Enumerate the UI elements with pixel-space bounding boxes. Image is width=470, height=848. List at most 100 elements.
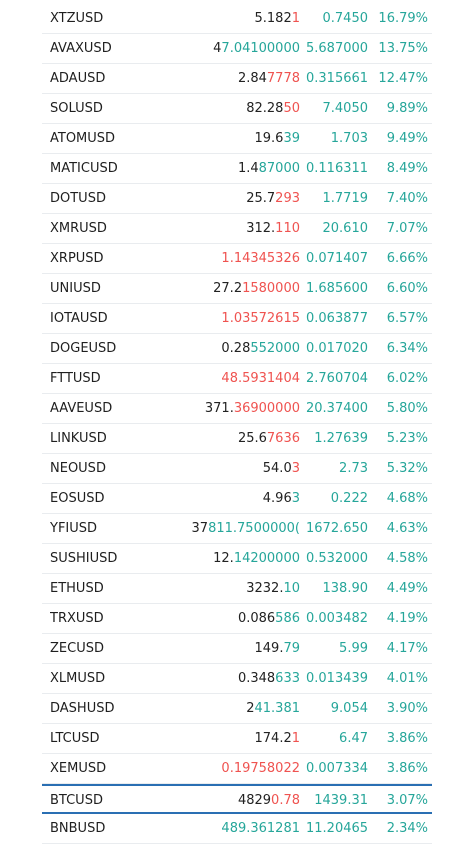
price-tail: 1	[291, 11, 300, 26]
price-base: 4829	[237, 793, 272, 808]
percent-change-cell: 7.40%	[386, 191, 428, 206]
price-cell: 489.361281	[142, 814, 300, 844]
price-base: 5.182	[254, 11, 292, 26]
symbol-cell: XEMUSD	[50, 761, 107, 776]
change-cell: 0.07140783	[306, 251, 368, 266]
ticker-row-xmrusd[interactable]: XMRUSD 312.110 20.610 7.07%	[42, 214, 432, 244]
change-cell: 1.68560000	[306, 281, 368, 296]
ticker-row-bnbusd[interactable]: BNBUSD 489.361281 11.204654 2.34%	[42, 814, 432, 844]
ticker-row-solusd[interactable]: SOLUSD 82.2850 7.4050 9.89%	[42, 94, 432, 124]
price-cell: 2.847778	[142, 64, 300, 94]
price-tail: 1580000	[242, 281, 300, 296]
ticker-row-xtzusd[interactable]: XTZUSD 5.1821 0.7450 16.79%	[42, 4, 432, 34]
percent-change-cell: 6.57%	[386, 311, 428, 326]
change-cell: 138.90	[322, 581, 369, 596]
price-base: 4.96	[262, 491, 292, 506]
price-cell: 0.28552000	[142, 334, 300, 364]
price-base: 25.6	[237, 431, 267, 446]
change-cell: 0.7450	[322, 11, 369, 26]
price-cell: 27.21580000	[142, 274, 300, 304]
percent-change-cell: 6.02%	[386, 371, 428, 386]
ticker-row-xlmusd[interactable]: XLMUSD 0.348633 0.013439 4.01%	[42, 664, 432, 694]
price-tail: 110	[275, 221, 300, 236]
ticker-row-aaveusd[interactable]: AAVEUSD 371.36900000 20.37400000 5.80%	[42, 394, 432, 424]
ticker-row-dotusd[interactable]: DOTUSD 25.7293 1.7719 7.40%	[42, 184, 432, 214]
ticker-row-linkusd[interactable]: LINKUSD 25.67636 1.27639 5.23%	[42, 424, 432, 454]
change-cell: 9.054	[330, 701, 368, 716]
price-cell: 19.639	[142, 124, 301, 154]
ticker-row-maticusd[interactable]: MATICUSD 1.487000 0.116311 8.49%	[42, 154, 432, 184]
ticker-row-yfiusd[interactable]: YFIUSD 37811.7500000(1672.65000000 4.63%	[42, 514, 432, 544]
ticker-row-dogeusd[interactable]: DOGEUSD 0.28552000 0.01702000 6.34%	[42, 334, 432, 364]
price-tail: 293	[275, 191, 300, 206]
price-cell: 0.19758022	[142, 754, 300, 784]
price-tail: 0.78	[271, 793, 300, 808]
change-cell: 1439.31	[314, 793, 368, 808]
percent-change-cell: 3.07%	[386, 793, 428, 808]
change-cell: 0.06387796	[306, 311, 368, 326]
change-cell: 0.315661	[306, 71, 368, 86]
price-base: 0.28	[221, 341, 251, 356]
price-base: 25.7	[246, 191, 276, 206]
price-tail: 87000	[258, 161, 300, 176]
price-cell: 82.2850	[142, 94, 300, 124]
symbol-cell: DOTUSD	[50, 191, 106, 206]
ticker-row-trxusd[interactable]: TRXUSD 0.086586 0.003482 4.19%	[42, 604, 432, 634]
ticker-row-neousd[interactable]: NEOUSD 54.03 2.73 5.32%	[42, 454, 432, 484]
change-cell: 0.222	[330, 491, 368, 506]
price-base: 3232.	[246, 581, 284, 596]
ticker-row-sushiusd[interactable]: SUSHIUSD 12.14200000 0.53200000 4.58%	[42, 544, 432, 574]
ticker-row-eosusd[interactable]: EOSUSD 4.963 0.222 4.68%	[42, 484, 432, 514]
price-tail: 7.04100000	[221, 41, 300, 56]
ticker-row-adausd[interactable]: ADAUSD 2.847778 0.315661 12.47%	[42, 64, 432, 94]
price-tail: 489.361281	[221, 821, 300, 836]
price-tail: 586	[275, 611, 300, 626]
symbol-cell: FTTUSD	[50, 371, 101, 386]
ticker-row-xemusd[interactable]: XEMUSD 0.19758022 0.00733414 3.86%	[42, 754, 432, 784]
price-cell: 47.04100000	[142, 34, 300, 64]
price-tail: 811.7500000(	[208, 521, 300, 536]
price-cell: 0.348633	[142, 664, 300, 694]
symbol-cell: ZECUSD	[50, 641, 104, 656]
ticker-row-xrpusd[interactable]: XRPUSD 1.14345326 0.07140783 6.66%	[42, 244, 432, 274]
percent-change-cell: 8.49%	[386, 161, 428, 176]
ticker-row-uniusd[interactable]: UNIUSD 27.21580000 1.68560000 6.60%	[42, 274, 432, 304]
price-base: 371.	[204, 401, 234, 416]
change-cell: 5.99	[339, 641, 368, 656]
symbol-cell: AAVEUSD	[50, 401, 113, 416]
symbol-cell: ETHUSD	[50, 581, 104, 596]
ticker-row-zecusd[interactable]: ZECUSD 149.79 5.99 4.17%	[42, 634, 432, 664]
symbol-cell: BNBUSD	[50, 821, 106, 836]
ticker-row-ltcusd[interactable]: LTCUSD 174.21 6.47 3.86%	[42, 724, 432, 754]
price-base: 82.28	[246, 101, 284, 116]
price-tail: 633	[275, 671, 300, 686]
symbol-cell: LTCUSD	[50, 731, 100, 746]
price-tail: 1	[291, 731, 300, 746]
percent-change-cell: 16.79%	[378, 11, 428, 26]
change-cell: 0.003482	[306, 611, 368, 626]
change-cell: 0.00733414	[306, 761, 368, 776]
price-tail: 0.19758022	[221, 761, 300, 776]
price-tail: 552000	[250, 341, 300, 356]
ticker-row-avaxusd[interactable]: AVAXUSD 47.04100000 5.68700000 13.75%	[42, 34, 432, 64]
change-cell: 20.610	[322, 221, 369, 236]
price-base: 2	[246, 701, 255, 716]
price-tail: 3	[291, 491, 300, 506]
price-base: 1.4	[237, 161, 259, 176]
symbol-cell: TRXUSD	[50, 611, 104, 626]
ticker-row-atomusd[interactable]: ATOMUSD 19.639 1.703 9.49%	[42, 124, 432, 154]
change-cell: 1672.65000000	[306, 521, 368, 536]
symbol-cell: IOTAUSD	[50, 311, 108, 326]
price-base: 149.	[254, 641, 284, 656]
symbol-cell: XLMUSD	[50, 671, 106, 686]
ticker-row-dashusd[interactable]: DASHUSD 241.381 9.054 3.90%	[42, 694, 432, 724]
ticker-row-btcusd[interactable]: BTCUSD 48290.78 1439.31 3.07%	[42, 784, 432, 814]
price-base: 54.0	[262, 461, 292, 476]
ticker-row-ethusd[interactable]: ETHUSD 3232.10 138.90 4.49%	[42, 574, 432, 604]
percent-change-cell: 13.75%	[378, 41, 428, 56]
ticker-row-iotausd[interactable]: IOTAUSD 1.03572615 0.06387796 6.57%	[42, 304, 432, 334]
price-cell: 312.110	[142, 214, 300, 244]
price-tail: 10	[283, 581, 300, 596]
price-cell: 12.14200000	[142, 544, 300, 574]
